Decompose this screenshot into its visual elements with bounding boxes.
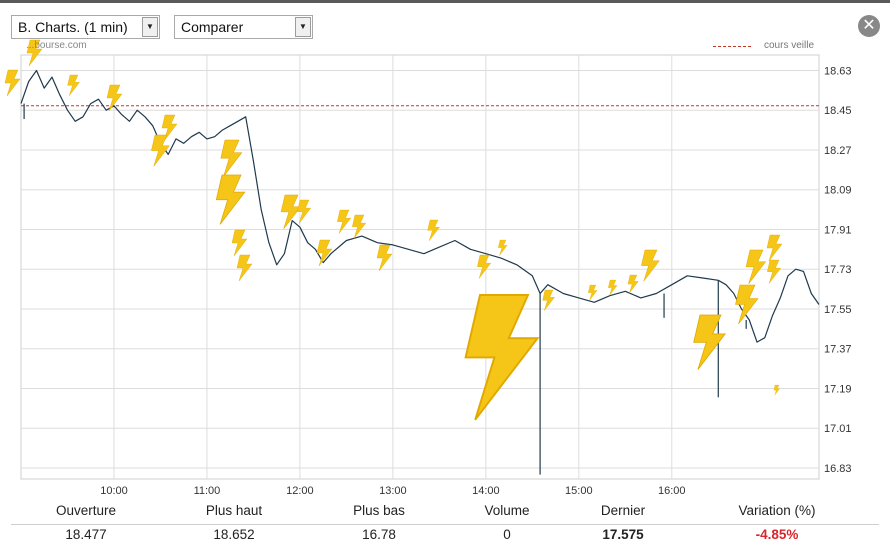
lightning-bolt-icon [231, 229, 248, 257]
lightning-bolt-icon [542, 289, 555, 311]
window-top-bar [0, 0, 890, 3]
close-icon[interactable]: ✕ [858, 15, 880, 37]
x-tick-label: 13:00 [379, 485, 407, 497]
lightning-bolt-icon [220, 139, 243, 177]
stats-header-last: Dernier [600, 503, 646, 518]
stats-header-row: Ouverture Plus haut Plus bas Volume Dern… [11, 503, 879, 525]
stats-header-change: Variation (%) [738, 503, 816, 518]
lightning-bolt-icon [337, 209, 352, 234]
lightning-bolt-icon [106, 84, 123, 112]
stats-value-high: 18.652 [213, 527, 255, 542]
lightning-bolt-icon [477, 254, 492, 279]
stats-header-high: Plus haut [205, 503, 263, 518]
y-tick-label: 17.19 [824, 383, 852, 395]
lightning-bolt-icon [745, 249, 767, 284]
stats-value-volume: 0 [503, 527, 511, 542]
x-tick-label: 16:00 [658, 485, 686, 497]
legend-dashed-line [713, 46, 751, 47]
lightning-bolt-icon [376, 244, 393, 272]
y-tick-label: 17.91 [824, 224, 852, 236]
lightning-bolt-icon [236, 254, 253, 282]
x-tick-label: 15:00 [565, 485, 593, 497]
lightning-bolt-icon [215, 174, 246, 225]
chevron-down-icon[interactable]: ▼ [142, 17, 158, 37]
x-tick-label: 14:00 [472, 485, 500, 497]
stats-value-last: 17.575 [602, 527, 644, 542]
lightning-bolt-icon [627, 274, 639, 294]
lightning-bolt-icon [641, 249, 660, 282]
x-tick-label: 10:00 [100, 485, 128, 497]
lightning-bolt-icon [464, 294, 540, 421]
lightning-bolt-icon [498, 239, 508, 256]
stats-value-low: 16.78 [362, 527, 396, 542]
lightning-bolt-icon [151, 134, 170, 167]
compare-select-value: Comparer [181, 19, 244, 35]
chart-type-select-value: B. Charts. (1 min) [18, 19, 128, 35]
lightning-bolt-icon [588, 284, 598, 301]
y-tick-label: 16.83 [824, 463, 852, 475]
y-tick-label: 17.37 [824, 344, 852, 356]
price-series-line [20, 69, 820, 343]
watermark-text: ...bourse.com [26, 40, 87, 51]
y-tick-label: 18.45 [824, 105, 852, 117]
lightning-bolt-icon [693, 314, 727, 370]
lightning-bolt-icon [26, 39, 43, 67]
y-tick-label: 18.63 [824, 65, 852, 77]
stats-value-change: -4.85% [755, 527, 799, 542]
lightning-bolt-icon [67, 74, 80, 96]
y-tick-label: 18.27 [824, 145, 852, 157]
y-tick-label: 17.55 [824, 304, 852, 316]
plot-area [20, 54, 820, 480]
y-tick-label: 17.73 [824, 264, 852, 276]
lightning-bolt-icon [4, 69, 21, 97]
stats-header-low: Plus bas [353, 503, 405, 518]
lightning-bolt-icon [316, 239, 333, 267]
stats-header-open: Ouverture [55, 503, 117, 518]
lightning-bolt-icon [766, 234, 783, 262]
lightning-bolt-icon [161, 114, 178, 142]
lightning-bolt-icon [427, 219, 440, 241]
lightning-bolt-icon [297, 199, 312, 224]
lightning-bolt-icon [767, 259, 782, 284]
lightning-bolt-icon [352, 214, 367, 239]
y-tick-label: 17.01 [824, 423, 852, 435]
x-tick-label: 11:00 [194, 485, 221, 497]
lightning-bolt-icon [773, 384, 780, 396]
lightning-bolt-icon [280, 194, 302, 229]
lightning-bolt-icon [608, 279, 618, 296]
compare-select[interactable]: Comparer ▼ [174, 15, 313, 39]
stats-values-row: 18.477 18.652 16.78 0 17.575 -4.85% [11, 527, 879, 545]
x-tick-label: 12:00 [286, 485, 314, 497]
chart-type-select[interactable]: B. Charts. (1 min) ▼ [11, 15, 160, 39]
chevron-down-icon[interactable]: ▼ [295, 17, 311, 37]
legend-label: cours veille [764, 40, 815, 51]
stats-header-volume: Volume [484, 503, 530, 518]
y-tick-label: 18.09 [824, 185, 852, 197]
lightning-bolt-icon [735, 284, 759, 325]
stats-value-open: 18.477 [65, 527, 107, 542]
